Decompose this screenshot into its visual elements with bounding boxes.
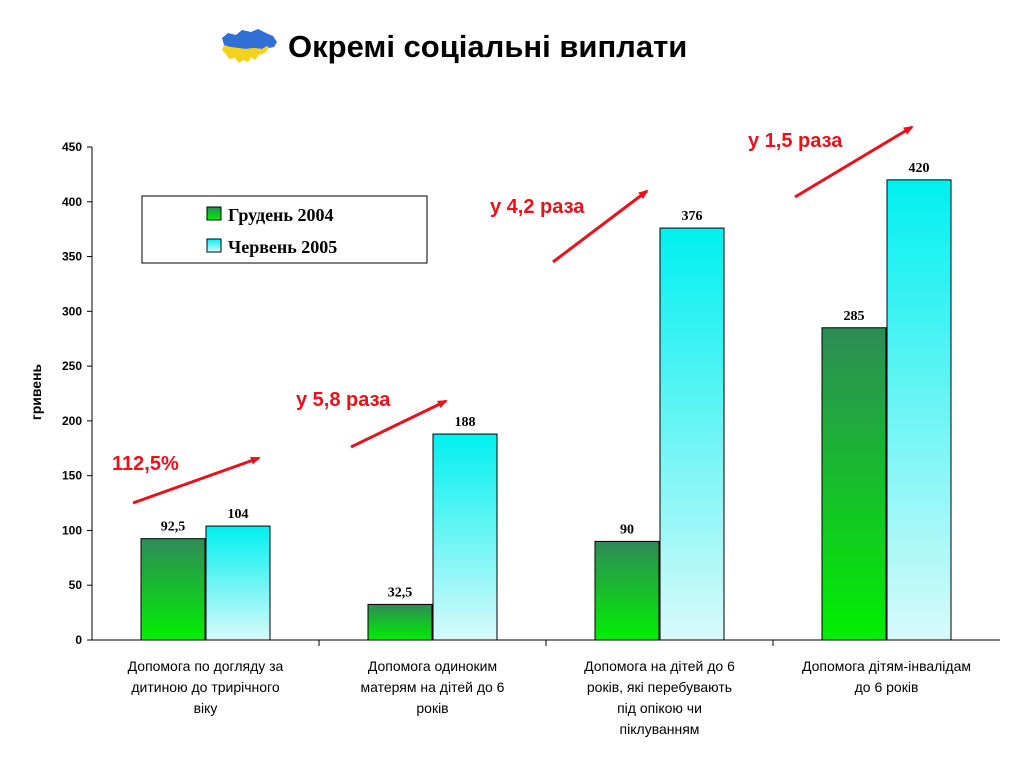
y-tick-label: 400 bbox=[62, 195, 82, 209]
y-tick-label: 100 bbox=[62, 523, 82, 537]
data-label: 420 bbox=[909, 161, 930, 176]
bar-series1 bbox=[367, 603, 433, 641]
annotation-1: 112,5% bbox=[112, 453, 179, 475]
legend-label-series1: Грудень 2004 bbox=[228, 205, 333, 225]
y-tick-label: 200 bbox=[62, 414, 82, 428]
growth-arrow-4 bbox=[794, 125, 914, 199]
annotation-4: у 1,5 раза bbox=[748, 130, 843, 152]
data-label: 285 bbox=[844, 309, 865, 324]
y-axis-ticks: 0 50 100 150 200 250 300 350 400 450 bbox=[62, 140, 92, 647]
bar-series2 bbox=[659, 227, 725, 641]
y-tick-label: 300 bbox=[62, 304, 82, 318]
y-axis-label: гривень bbox=[28, 363, 44, 420]
y-tick-label: 250 bbox=[62, 359, 82, 373]
page-title: Окремі соціальні виплати bbox=[288, 29, 688, 64]
data-label: 92,5 bbox=[161, 520, 186, 535]
bar-series1 bbox=[140, 538, 206, 641]
growth-arrow-1 bbox=[132, 456, 261, 505]
data-label: 104 bbox=[228, 507, 249, 522]
category-label: Допомога на дітей до 6 років, які перебув… bbox=[584, 658, 735, 737]
bars bbox=[140, 179, 952, 641]
y-tick-label: 150 bbox=[62, 469, 82, 483]
bar-series1 bbox=[821, 327, 887, 641]
y-tick-label: 50 bbox=[69, 578, 83, 592]
growth-arrow-3 bbox=[552, 189, 649, 264]
data-label: 376 bbox=[682, 209, 703, 224]
data-label: 90 bbox=[620, 522, 634, 537]
data-label: 32,5 bbox=[388, 585, 413, 600]
value-labels: 92,5 32,5 90 285 104 188 376 420 bbox=[161, 161, 930, 601]
y-tick-label: 0 bbox=[75, 633, 82, 647]
legend-label-series2: Червень 2005 bbox=[228, 237, 337, 257]
annotation-2: у 5,8 раза bbox=[296, 389, 391, 411]
category-label: Допомога одиноким матерям на дітей до 6 ро… bbox=[361, 658, 505, 716]
legend-swatch-series1 bbox=[206, 206, 222, 221]
category-label: Допомога дітям-інвалідам до 6 років bbox=[802, 658, 971, 695]
bar-series2 bbox=[886, 179, 952, 641]
category-label: Допомога по догляду за дитиною до трирічн… bbox=[128, 658, 284, 716]
bar-series2 bbox=[205, 525, 271, 641]
legend-box bbox=[141, 195, 428, 264]
bar-series2 bbox=[432, 433, 498, 641]
category-labels: Допомога по догляду за дитиною до трирічн… bbox=[128, 640, 971, 737]
legend-swatch-series2 bbox=[206, 238, 222, 253]
title-area: Окремі соціальні виплати bbox=[218, 22, 687, 72]
growth-arrow-2 bbox=[350, 399, 448, 449]
annotations: 112,5% у 5,8 раза у 4,2 раза у 1,5 раза bbox=[112, 125, 914, 505]
y-tick-label: 350 bbox=[62, 250, 82, 264]
legend: Грудень 2004 Червень 2005 bbox=[141, 195, 428, 264]
y-tick-label: 450 bbox=[62, 140, 82, 154]
annotation-3: у 4,2 раза bbox=[490, 196, 585, 218]
bar-series1 bbox=[594, 540, 660, 641]
ukraine-map-icon bbox=[222, 29, 277, 63]
data-label: 188 bbox=[455, 415, 476, 430]
